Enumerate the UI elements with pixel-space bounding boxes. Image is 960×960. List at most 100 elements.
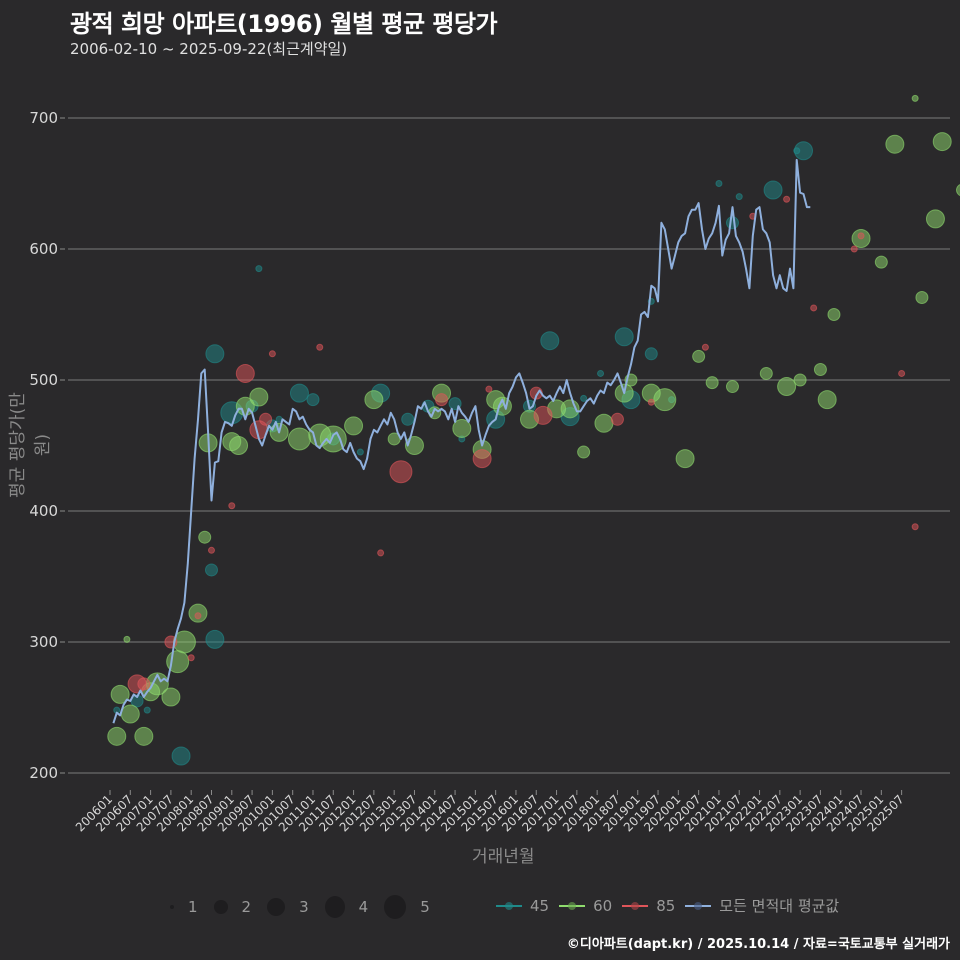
legend-item-60: 60 [559,897,612,915]
size-legend-item: 1 [170,898,198,916]
bubble-45 [255,265,263,273]
bubble-85 [187,654,195,662]
bubble-60 [344,416,364,436]
bubble-60 [915,290,929,304]
bubble-60 [287,427,311,451]
bubble-60 [925,209,945,229]
size-dot-icon [213,900,228,914]
size-dot-icon [267,898,286,916]
size-legend-item: 4 [324,896,368,918]
bubble-45 [401,412,415,426]
bubble-60 [725,380,739,394]
svg-text:400: 400 [29,502,58,520]
line-swatch-icon [622,899,649,913]
size-legend-item: 3 [267,898,309,916]
bubble-60 [107,726,127,746]
bubble-85 [207,546,215,554]
average-line [112,158,811,724]
bubble-60 [161,687,181,707]
svg-text:700: 700 [29,109,58,127]
bubble-60 [705,376,719,390]
y-axis-title: 평균 평당가(만 원) [8,392,53,498]
chart-subtitle: 2006-02-10 ~ 2025-09-22(최근계약일) [70,40,348,58]
bubble-85 [857,232,865,240]
bubble-45 [143,706,151,714]
size-legend: 1 2 3 4 5 [170,895,446,919]
bubble-85 [137,677,151,691]
bubble-45 [171,746,191,766]
bubble-60 [364,390,384,410]
bubble-45 [725,216,739,230]
bubble-45 [614,327,634,347]
svg-text:600: 600 [29,240,58,258]
legend-item-85: 85 [622,897,675,915]
bubble-45 [204,563,218,577]
svg-text:500: 500 [29,371,58,389]
svg-text:200: 200 [29,764,58,782]
bubble-45 [540,331,560,351]
bubble-85 [377,549,385,557]
line-swatch-icon [496,899,522,913]
bubble-60 [452,418,472,438]
bubble-45 [289,383,309,403]
bubble-85 [389,460,413,484]
x-axis-ticks: 2006012006072007012007072008012008072009… [73,790,907,835]
bubble-85 [259,412,273,426]
x-axis-title: 거래년월 [472,847,535,867]
bubble-60 [827,308,841,321]
y-axis-ticks: 200 300 400 500 600 700 [29,109,65,782]
bubble-60 [817,390,837,410]
bubble-60 [120,704,140,724]
bubble-85 [701,343,709,351]
legend-item-average: 모든 면적대 평균값 [685,895,839,916]
chart-title: 광적 희망 아파트(1996) 월별 평균 평당가 [70,10,498,38]
bubble-85 [472,449,492,469]
bubble-60 [793,373,807,387]
size-dot-icon [170,905,174,909]
bubble-85 [911,523,919,531]
bubble-85 [316,343,324,351]
bubble-60 [249,387,269,407]
bubble-45 [306,393,320,407]
bubble-60 [577,445,591,459]
size-legend-item: 2 [213,898,251,916]
size-dot-icon [384,895,407,919]
bubble-45 [580,394,588,402]
bubble-60 [777,377,797,397]
line-swatch-icon [685,899,712,913]
size-dot-icon [324,896,345,918]
bubble-45 [644,347,658,361]
scatter-bubbles [107,94,960,766]
bubble-85 [268,350,276,358]
bubble-60 [932,132,952,152]
bubble-60 [911,94,919,102]
legend-item-45: 45 [496,897,549,915]
bubble-45 [735,193,743,201]
bubble-85 [850,245,858,253]
bubble-60 [885,134,905,154]
bubble-85 [810,304,818,312]
bubble-85 [435,393,449,407]
bubble-85 [647,398,655,406]
bubble-85 [235,363,255,383]
bubble-60 [956,184,960,197]
bubble-85 [194,612,202,620]
bubble-60 [229,436,249,455]
bubble-60 [110,684,130,704]
bubble-60 [319,425,347,453]
line-swatch-icon [559,899,586,913]
bubble-60 [123,635,131,643]
size-legend-item: 5 [384,895,430,919]
bubble-60 [653,388,677,412]
bubble-85 [783,195,791,203]
bubble-85 [228,502,236,510]
bubble-60 [198,530,212,544]
bubble-85 [898,369,906,377]
bubble-45 [205,629,225,649]
bubble-85 [533,405,553,425]
bubble-45 [356,448,364,456]
svg-text:300: 300 [29,633,58,651]
bubble-60 [692,349,706,363]
bubble-45 [205,344,225,364]
